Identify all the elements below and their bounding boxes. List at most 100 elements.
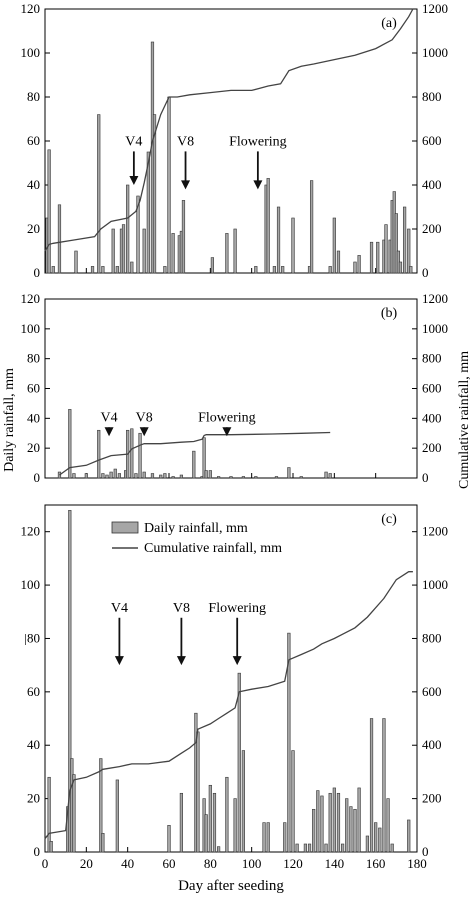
rainfall-bar bbox=[101, 473, 105, 479]
rainfall-bar bbox=[353, 261, 357, 274]
rainfall-bar bbox=[345, 798, 349, 853]
rainfall-bar bbox=[179, 474, 184, 479]
left-y-tick-label: 80 bbox=[27, 351, 40, 366]
x-tick-label: 20 bbox=[80, 856, 93, 871]
stage-arrow-head bbox=[253, 180, 263, 190]
rainfall-bar bbox=[384, 224, 388, 274]
right-y-tick-label: 200 bbox=[422, 440, 442, 455]
right-axis-label: Cumulative rainfall, mm bbox=[457, 351, 472, 489]
rainfall-bar bbox=[407, 819, 411, 853]
right-y-tick-label: 800 bbox=[422, 89, 442, 104]
x-tick-label: 60 bbox=[163, 856, 176, 871]
x-tick-label: 40 bbox=[121, 856, 134, 871]
plot-frame bbox=[44, 298, 418, 479]
rainfall-bar bbox=[262, 822, 266, 853]
legend-label-cumulative: Cumulative rainfall, mm bbox=[144, 541, 282, 556]
rainfall-bar bbox=[336, 792, 341, 853]
rainfall-bar bbox=[357, 787, 361, 853]
rainfall-bar bbox=[217, 476, 221, 479]
rainfall-bar bbox=[167, 96, 171, 274]
rainfall-bar bbox=[291, 217, 295, 274]
rainfall-bar bbox=[287, 467, 291, 479]
right-y-tick-label: 1000 bbox=[422, 45, 448, 60]
rainfall-bar bbox=[150, 473, 155, 479]
rainfall-bar bbox=[72, 473, 76, 479]
rainfall-bar bbox=[376, 241, 380, 274]
rainfall-bar bbox=[171, 476, 175, 479]
rainfall-bar bbox=[382, 718, 386, 853]
left-y-tick-label: 20 bbox=[27, 440, 40, 455]
rainfall-bar bbox=[369, 718, 374, 853]
rainfall-bar bbox=[328, 792, 332, 853]
rainfall-bar bbox=[287, 632, 291, 853]
right-y-tick-label: 600 bbox=[422, 133, 442, 148]
rainfall-bar bbox=[101, 266, 105, 274]
x-axis-label: Day after seeding bbox=[178, 878, 284, 894]
rainfall-bar bbox=[212, 792, 217, 853]
cumulative-rainfall-line bbox=[44, 8, 414, 252]
rainfall-bar bbox=[291, 750, 295, 853]
stage-label: V4 bbox=[101, 410, 118, 425]
rainfall-bar bbox=[68, 510, 72, 853]
left-y-tick-label: |80 bbox=[24, 630, 40, 645]
rainfall-bar bbox=[374, 822, 378, 853]
rainfall-bar bbox=[152, 114, 157, 274]
right-y-tick-label: 1200 bbox=[422, 524, 448, 539]
stage-arrow-head bbox=[104, 427, 114, 437]
rainfall-bar bbox=[266, 822, 270, 853]
rainfall-bar bbox=[324, 471, 328, 479]
rainfall-bar bbox=[237, 672, 241, 853]
rainfall-bar bbox=[349, 806, 353, 853]
legend-bar-swatch bbox=[111, 521, 139, 534]
left-y-tick-label: 0 bbox=[34, 470, 41, 485]
stage-label: V8 bbox=[177, 134, 194, 149]
rainfall-bar bbox=[378, 827, 382, 853]
right-y-tick-label: 0 bbox=[422, 844, 429, 859]
right-y-tick-label: 1000 bbox=[422, 577, 448, 592]
plot-frame bbox=[44, 504, 418, 853]
rainfall-bar bbox=[68, 409, 72, 479]
rainfall-bar bbox=[101, 833, 105, 853]
rainfall-bar bbox=[394, 213, 398, 274]
left-y-tick-label: 20 bbox=[27, 221, 40, 236]
rainfall-bar bbox=[105, 474, 109, 479]
rainfall-bar bbox=[142, 471, 146, 479]
left-y-tick-label: 100 bbox=[21, 45, 41, 60]
stage-arrow-head bbox=[139, 427, 149, 437]
rainfall-bar bbox=[204, 814, 208, 853]
rainfall-bar bbox=[283, 822, 287, 853]
right-y-tick-label: 1000 bbox=[422, 321, 448, 336]
right-y-tick-label: 800 bbox=[422, 351, 442, 366]
rainfall-bar bbox=[90, 266, 95, 274]
rainfall-bar bbox=[233, 798, 237, 853]
rainfall-bar bbox=[324, 843, 328, 853]
rainfall-bar bbox=[126, 184, 130, 274]
stage-arrow-head bbox=[181, 180, 191, 190]
right-y-tick-label: 1200 bbox=[422, 291, 448, 306]
rainfall-bar bbox=[210, 257, 215, 274]
rainfall-bar bbox=[398, 261, 403, 274]
left-y-tick-label: 120 bbox=[21, 1, 41, 16]
rainfall-bar bbox=[328, 473, 332, 479]
rainfall-bar bbox=[47, 776, 51, 853]
rainfall-bar bbox=[295, 843, 299, 853]
x-tick-label: 160 bbox=[366, 856, 386, 871]
rainfall-bar bbox=[134, 473, 138, 479]
rainfall-bar bbox=[146, 151, 150, 274]
left-y-tick-label: 80 bbox=[27, 89, 40, 104]
rainfall-bar bbox=[97, 429, 101, 479]
rainfall-bar bbox=[115, 779, 119, 853]
right-y-tick-label: 600 bbox=[422, 381, 442, 396]
rainfall-bar bbox=[113, 468, 117, 479]
rainfall-bar bbox=[217, 846, 221, 853]
rainfall-bar bbox=[316, 790, 320, 853]
rainfall-bar bbox=[204, 470, 208, 479]
stage-arrow-head bbox=[114, 656, 124, 666]
left-y-tick-label: 120 bbox=[21, 291, 41, 306]
rainfall-bar bbox=[57, 471, 62, 479]
x-tick-label: 120 bbox=[283, 856, 303, 871]
rainfall-bar bbox=[192, 450, 196, 479]
rainfall-bar bbox=[281, 266, 285, 274]
